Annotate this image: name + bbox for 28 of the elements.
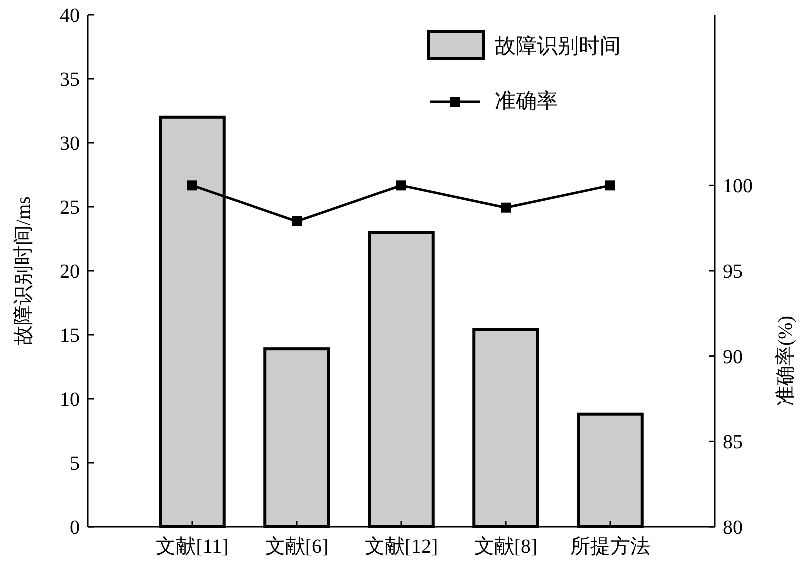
y-tick-label: 25 bbox=[60, 197, 80, 219]
point bbox=[606, 180, 616, 191]
y2-tick-label: 80 bbox=[723, 517, 743, 539]
y2-tick-label: 95 bbox=[723, 261, 743, 283]
point bbox=[396, 180, 406, 191]
x-tick-label: 文献[11] bbox=[156, 536, 229, 558]
y-tick-label: 5 bbox=[70, 453, 80, 475]
y-tick-label: 0 bbox=[70, 517, 80, 539]
y-tick-label: 30 bbox=[60, 133, 80, 155]
y-tick-label: 35 bbox=[60, 69, 80, 91]
y-tick-label: 10 bbox=[60, 389, 80, 411]
y-tick-label: 40 bbox=[60, 5, 80, 27]
y2-tick-label: 90 bbox=[723, 346, 743, 368]
legend-label: 故障识别时间 bbox=[495, 34, 621, 58]
x-tick-label: 文献[6] bbox=[265, 536, 329, 558]
y-tick-label: 20 bbox=[60, 261, 80, 283]
x-tick-label: 所提方法 bbox=[570, 535, 650, 558]
legend-label: 准确率 bbox=[495, 89, 558, 113]
y2-tick-label: 85 bbox=[723, 432, 743, 454]
point bbox=[292, 216, 302, 227]
y2-tick-label: 100 bbox=[723, 176, 753, 198]
y-axis-title: 故障识别时间/ms bbox=[13, 196, 35, 346]
x-tick-label: 文献[12] bbox=[364, 536, 438, 558]
x-tick-label: 文献[8] bbox=[474, 536, 538, 558]
point bbox=[188, 180, 198, 191]
point bbox=[501, 202, 511, 213]
y2-axis-title: 准确率(%) bbox=[775, 316, 797, 406]
y-tick-label: 15 bbox=[60, 325, 80, 347]
